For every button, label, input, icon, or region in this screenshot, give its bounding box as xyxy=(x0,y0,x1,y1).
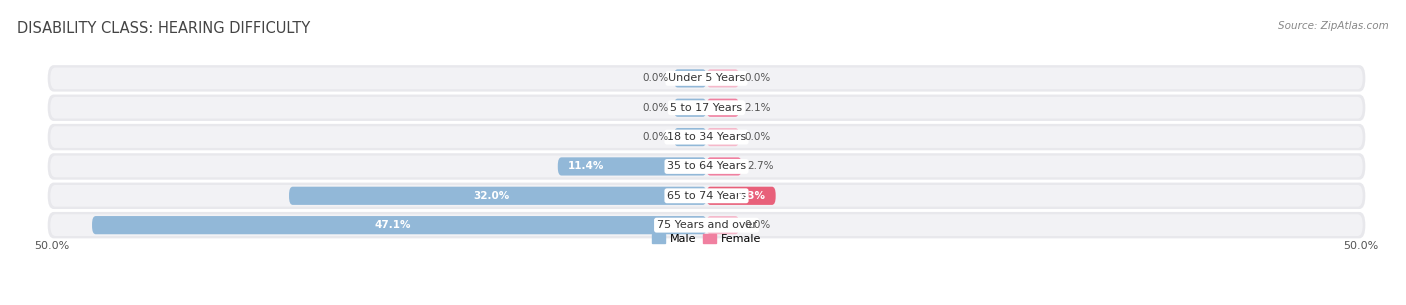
Text: 0.0%: 0.0% xyxy=(643,74,669,83)
FancyBboxPatch shape xyxy=(707,187,776,205)
Text: 50.0%: 50.0% xyxy=(1343,241,1378,251)
FancyBboxPatch shape xyxy=(48,95,1365,121)
Text: 0.0%: 0.0% xyxy=(744,74,770,83)
FancyBboxPatch shape xyxy=(51,214,1362,236)
Text: 75 Years and over: 75 Years and over xyxy=(657,220,756,230)
FancyBboxPatch shape xyxy=(707,69,740,88)
Text: DISABILITY CLASS: HEARING DIFFICULTY: DISABILITY CLASS: HEARING DIFFICULTY xyxy=(17,21,311,36)
Text: Under 5 Years: Under 5 Years xyxy=(668,74,745,83)
FancyBboxPatch shape xyxy=(707,157,742,176)
Text: 2.7%: 2.7% xyxy=(747,161,773,171)
Text: 18 to 34 Years: 18 to 34 Years xyxy=(666,132,747,142)
FancyBboxPatch shape xyxy=(51,156,1362,177)
Text: 0.0%: 0.0% xyxy=(744,220,770,230)
FancyBboxPatch shape xyxy=(707,216,740,234)
Text: 0.0%: 0.0% xyxy=(643,132,669,142)
FancyBboxPatch shape xyxy=(48,153,1365,180)
Legend: Male, Female: Male, Female xyxy=(648,229,765,249)
FancyBboxPatch shape xyxy=(290,187,707,205)
FancyBboxPatch shape xyxy=(48,65,1365,92)
Text: 0.0%: 0.0% xyxy=(744,132,770,142)
Text: Source: ZipAtlas.com: Source: ZipAtlas.com xyxy=(1278,21,1389,31)
Text: 65 to 74 Years: 65 to 74 Years xyxy=(666,191,747,201)
FancyBboxPatch shape xyxy=(48,183,1365,209)
FancyBboxPatch shape xyxy=(91,216,707,234)
Text: 35 to 64 Years: 35 to 64 Years xyxy=(666,161,747,171)
Text: 2.1%: 2.1% xyxy=(744,103,770,113)
Text: 50.0%: 50.0% xyxy=(35,241,70,251)
Text: 47.1%: 47.1% xyxy=(374,220,411,230)
FancyBboxPatch shape xyxy=(51,126,1362,148)
Text: 5 to 17 Years: 5 to 17 Years xyxy=(671,103,742,113)
Text: 5.3%: 5.3% xyxy=(737,191,765,201)
FancyBboxPatch shape xyxy=(51,185,1362,207)
FancyBboxPatch shape xyxy=(51,67,1362,89)
FancyBboxPatch shape xyxy=(707,99,740,117)
FancyBboxPatch shape xyxy=(558,157,707,176)
FancyBboxPatch shape xyxy=(48,124,1365,150)
FancyBboxPatch shape xyxy=(707,128,740,146)
Text: 0.0%: 0.0% xyxy=(643,103,669,113)
Text: 11.4%: 11.4% xyxy=(568,161,605,171)
FancyBboxPatch shape xyxy=(673,99,707,117)
Text: 32.0%: 32.0% xyxy=(474,191,509,201)
FancyBboxPatch shape xyxy=(51,97,1362,119)
FancyBboxPatch shape xyxy=(48,212,1365,239)
FancyBboxPatch shape xyxy=(673,69,707,88)
FancyBboxPatch shape xyxy=(673,128,707,146)
